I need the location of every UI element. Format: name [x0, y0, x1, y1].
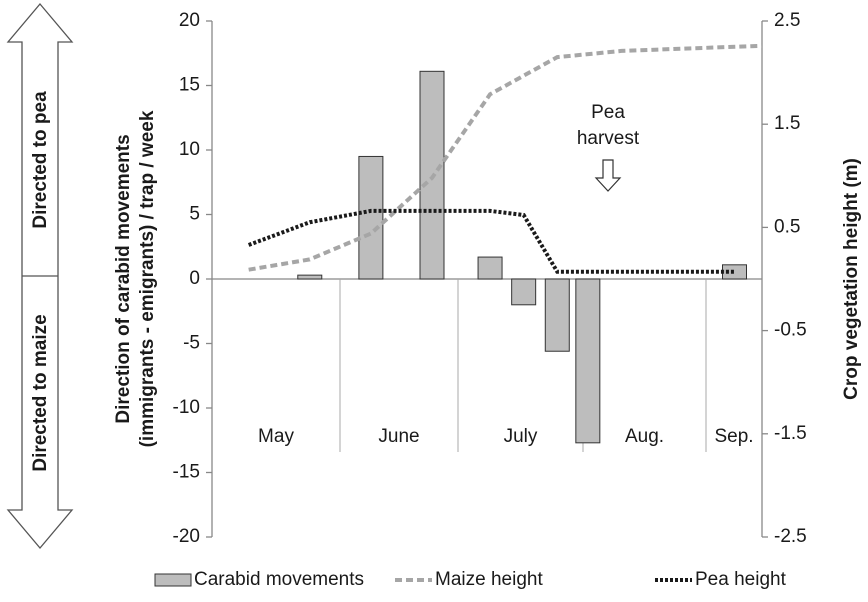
y-axis-label: (immigrants - emigrants) / trap / week	[137, 110, 158, 447]
y-tick-label: 10	[179, 139, 200, 160]
annotation-arrow	[594, 159, 622, 192]
bar	[511, 278, 537, 306]
bar	[575, 278, 601, 444]
y2-axis-label: Crop vegetation height (m)	[841, 158, 862, 400]
y-tick-label: -20	[173, 526, 200, 547]
annotation: Pea	[591, 102, 625, 123]
direction-arrow: Directed to pea Directed to maize	[6, 2, 74, 550]
month-label: May	[258, 426, 294, 447]
y2-tick-label: -2.5	[774, 526, 807, 547]
y2-tick-label: 2.5	[774, 10, 800, 31]
month-label: July	[504, 426, 538, 447]
y-tick-label: 20	[179, 10, 200, 31]
direction-label: Directed to pea	[30, 91, 51, 229]
y-tick-label: 0	[189, 268, 200, 289]
y-tick-label: -5	[183, 333, 200, 354]
y-tick-label: -10	[173, 397, 200, 418]
bar	[544, 278, 570, 352]
y-tick-label: 15	[179, 75, 200, 96]
annotation: harvest	[577, 128, 640, 149]
bar	[297, 274, 323, 280]
y-axis-label: Direction of carabid movements	[113, 134, 134, 423]
y2-tick-label: -0.5	[774, 320, 807, 341]
direction-label: Directed to maize	[30, 314, 51, 471]
y2-tick-label: -1.5	[774, 423, 807, 444]
y-tick-label: -15	[173, 462, 200, 483]
legend-label: Maize height	[435, 569, 543, 590]
month-label: Sep.	[714, 426, 753, 447]
month-label: Aug.	[625, 426, 664, 447]
bar	[358, 155, 384, 280]
y2-tick-label: 0.5	[774, 216, 800, 237]
bar	[477, 256, 503, 280]
legend-swatch	[154, 573, 192, 587]
y-tick-label: 5	[189, 204, 200, 225]
legend-label: Pea height	[695, 569, 787, 590]
y2-tick-label: 1.5	[774, 113, 800, 134]
line	[247, 208, 735, 274]
legend-label: Carabid movements	[194, 569, 364, 590]
month-label: June	[378, 426, 419, 447]
line	[248, 43, 763, 272]
